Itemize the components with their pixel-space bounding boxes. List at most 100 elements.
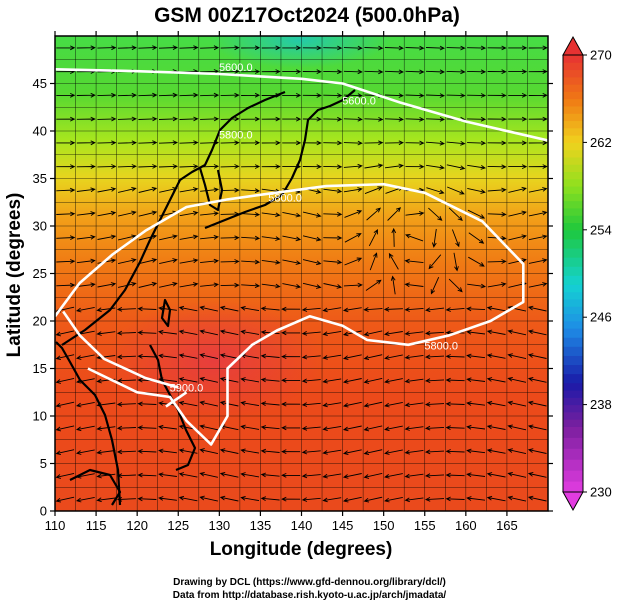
x-tick-label: 125 [167,518,189,533]
wind-vector [323,116,343,122]
wind-vector [508,210,527,217]
wind-vector [260,377,280,383]
wind-vector [138,210,158,217]
wind-vector [302,282,322,289]
wind-vector [282,45,302,51]
wind-vector [323,164,343,170]
colorbar-tick-label: 238 [590,397,612,412]
wind-vector [383,307,403,312]
wind-vector [528,116,548,122]
wind-vector [179,234,199,240]
colorbar-segment [563,238,583,249]
wind-vector [486,377,506,383]
wind-vector [158,45,179,50]
wind-vector [158,448,177,454]
wind-vector [56,211,76,217]
wind-vector [445,496,465,502]
chart-title: GSM 00Z17Oct2024 (500.0hPa) [154,4,460,27]
wind-vector [527,400,547,407]
wind-vector [363,377,383,384]
wind-vector [384,93,404,98]
wind-vector [527,329,547,336]
wind-vector [322,497,342,503]
wind-vector [158,472,177,478]
wind-vector [241,140,261,146]
y-axis-label: Latitude (degrees) [4,193,25,358]
wind-vector [75,473,95,479]
coastline-china [55,341,122,506]
wind-vector [448,207,463,221]
wind-vector [445,354,465,359]
wind-vector [116,497,136,502]
wind-vector [179,210,199,217]
wind-vector [342,378,362,384]
wind-vector [365,279,382,291]
colorbar-max-arrow [562,35,584,56]
wind-vector [118,258,137,265]
colorbar-min-arrow [562,491,584,512]
wind-vector [260,306,280,311]
wind-vector [220,282,240,288]
wind-vector [241,235,261,241]
wind-vector [404,258,424,264]
wind-vector [467,69,487,75]
contour-label: 5900.0 [170,382,204,394]
wind-vector [404,402,424,408]
wind-vector [322,473,342,479]
colorbar-segment [563,164,583,173]
wind-vector [369,252,378,271]
wind-vector [179,45,199,50]
colorbar-segment [563,135,583,143]
wind-vector [446,93,466,98]
wind-vector [219,495,239,502]
colorbar: 230 238 246 254 262 270 [562,35,612,512]
colorbar-segment [563,275,583,285]
wind-vector [219,400,239,407]
wind-vector [527,495,547,502]
wind-vector [507,495,527,502]
wind-vector [343,69,363,75]
wind-vector [363,425,383,432]
wind-vector [159,258,178,265]
wind-vector [219,471,239,478]
colorbar-segment [563,437,583,449]
wind-vector [261,259,281,265]
wind-vector [158,306,177,311]
wind-vector [404,307,424,312]
x-tick-label: 145 [332,518,354,533]
wind-vector [241,188,261,194]
wind-vector [261,92,281,98]
colorbar-segment [563,328,583,338]
colorbar-segment [563,149,583,158]
wind-vector [405,45,425,51]
wind-vector [467,283,487,289]
wind-vector [405,211,425,216]
wind-vector [466,329,486,335]
wind-vector [199,495,218,502]
wind-vector [240,400,260,407]
wind-vector [281,401,301,407]
wind-vector [468,232,485,244]
wind-vector [75,306,95,313]
colorbar-segment [563,105,583,114]
wind-vector [75,354,95,360]
wind-vector [138,116,158,122]
wind-vector [55,330,75,337]
wind-vector [322,354,342,360]
colorbar-segment [563,459,583,471]
wind-vector [55,496,75,503]
wind-vector [404,449,424,455]
wind-vector [391,227,397,247]
wind-vector [116,330,136,336]
wind-vector [179,258,199,264]
wind-vector [343,116,363,122]
wind-vector [342,496,362,503]
wind-vector [486,424,506,430]
wind-vector [302,164,322,170]
wind-vector [261,116,281,122]
wind-vector [56,140,76,146]
wind-vector [468,256,485,267]
wind-vector [219,448,239,454]
wind-vector [467,164,487,170]
wind-vector [97,92,117,98]
